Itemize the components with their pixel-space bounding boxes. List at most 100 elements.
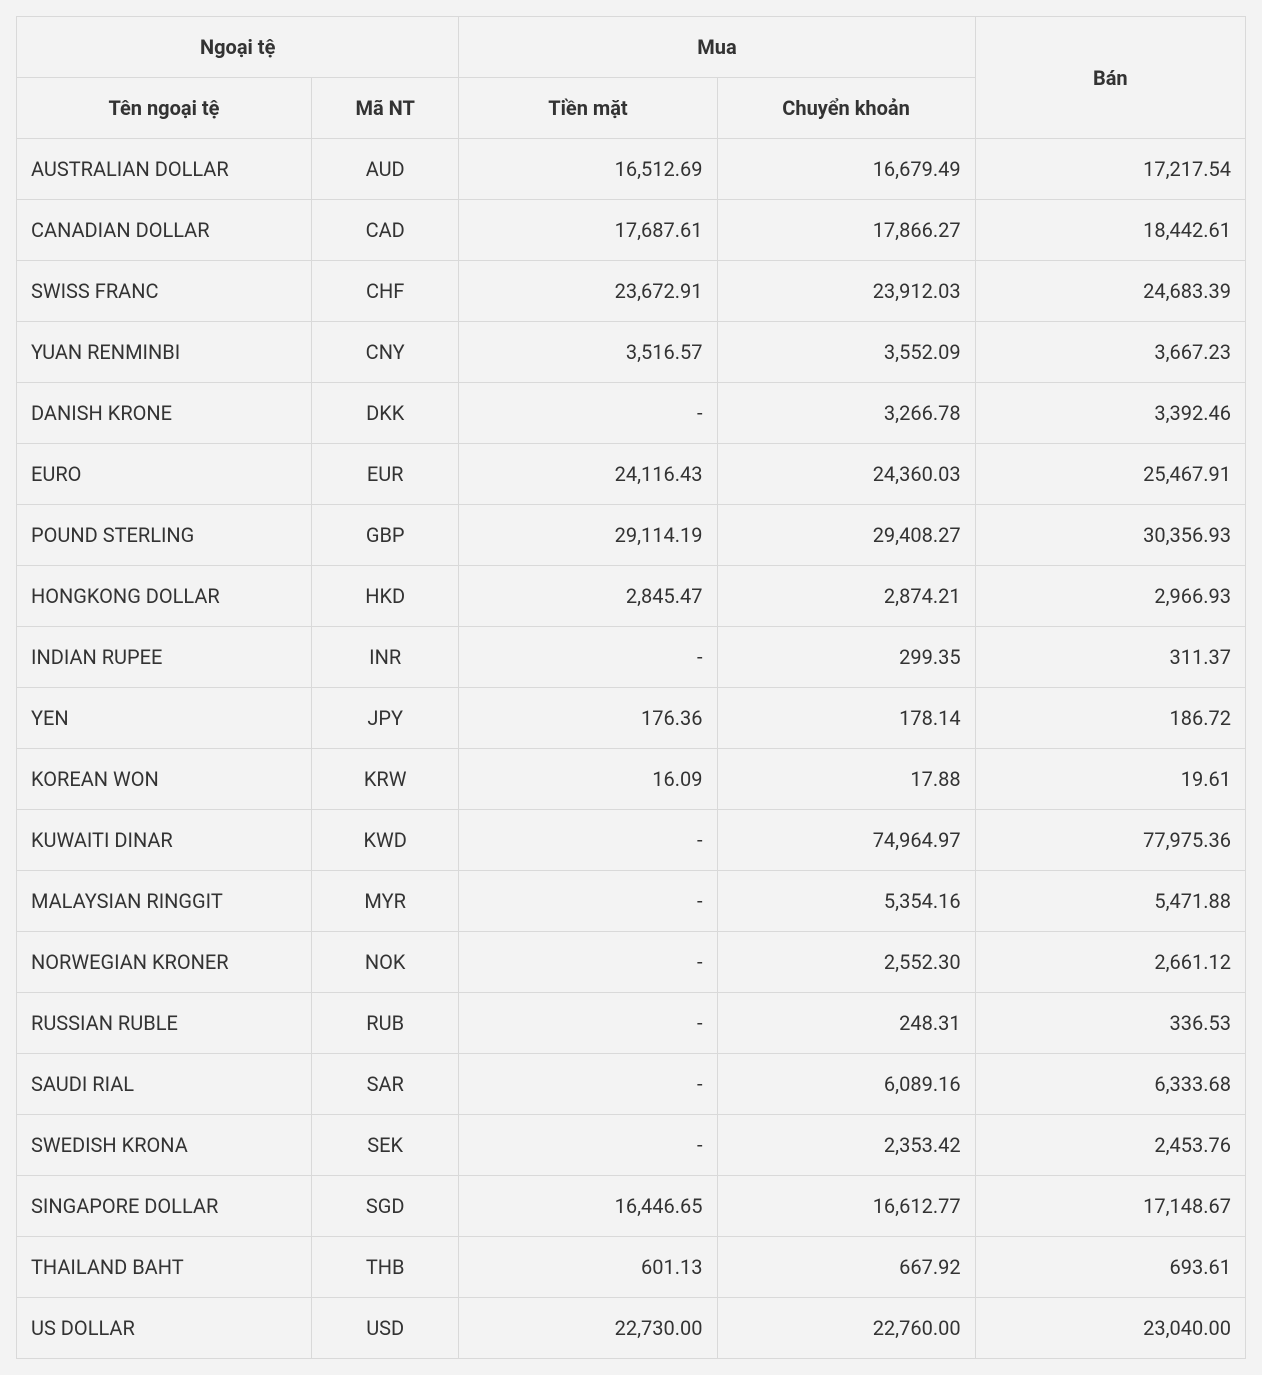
sell-rate: 2,966.93 — [975, 566, 1245, 627]
buy-transfer: 299.35 — [717, 627, 975, 688]
table-row: EUROEUR24,116.4324,360.0325,467.91 — [17, 444, 1246, 505]
sell-rate: 2,661.12 — [975, 932, 1245, 993]
currency-code: JPY — [311, 688, 458, 749]
currency-code: NOK — [311, 932, 458, 993]
currency-code: THB — [311, 1237, 458, 1298]
sell-rate: 3,392.46 — [975, 383, 1245, 444]
currency-name: SAUDI RIAL — [17, 1054, 312, 1115]
buy-transfer: 2,552.30 — [717, 932, 975, 993]
currency-code: CNY — [311, 322, 458, 383]
currency-code: USD — [311, 1298, 458, 1359]
currency-name: RUSSIAN RUBLE — [17, 993, 312, 1054]
currency-code: EUR — [311, 444, 458, 505]
currency-code: DKK — [311, 383, 458, 444]
table-body: AUSTRALIAN DOLLARAUD16,512.6916,679.4917… — [17, 139, 1246, 1359]
buy-cash: 601.13 — [459, 1237, 717, 1298]
buy-transfer: 2,353.42 — [717, 1115, 975, 1176]
currency-code: GBP — [311, 505, 458, 566]
currency-name: AUSTRALIAN DOLLAR — [17, 139, 312, 200]
sell-rate: 186.72 — [975, 688, 1245, 749]
exchange-rate-table-wrapper: Ngoại tệ Mua Bán Tên ngoại tệ Mã NT Tiền… — [16, 16, 1246, 1359]
buy-cash: 16,446.65 — [459, 1176, 717, 1237]
currency-name: MALAYSIAN RINGGIT — [17, 871, 312, 932]
sell-rate: 18,442.61 — [975, 200, 1245, 261]
currency-code: CAD — [311, 200, 458, 261]
currency-code: SEK — [311, 1115, 458, 1176]
buy-transfer: 667.92 — [717, 1237, 975, 1298]
buy-transfer: 17,866.27 — [717, 200, 975, 261]
currency-name: HONGKONG DOLLAR — [17, 566, 312, 627]
header-code: Mã NT — [311, 78, 458, 139]
buy-cash: 2,845.47 — [459, 566, 717, 627]
currency-code: MYR — [311, 871, 458, 932]
page-container: Ngoại tệ Mua Bán Tên ngoại tệ Mã NT Tiền… — [0, 0, 1262, 1375]
table-row: SAUDI RIALSAR-6,089.166,333.68 — [17, 1054, 1246, 1115]
table-row: CANADIAN DOLLARCAD17,687.6117,866.2718,4… — [17, 200, 1246, 261]
sell-rate: 30,356.93 — [975, 505, 1245, 566]
sell-rate: 77,975.36 — [975, 810, 1245, 871]
table-row: YUAN RENMINBICNY3,516.573,552.093,667.23 — [17, 322, 1246, 383]
sell-rate: 24,683.39 — [975, 261, 1245, 322]
buy-cash: 16.09 — [459, 749, 717, 810]
buy-cash: - — [459, 932, 717, 993]
table-row: KOREAN WONKRW16.0917.8819.61 — [17, 749, 1246, 810]
buy-cash: 3,516.57 — [459, 322, 717, 383]
buy-cash: 176.36 — [459, 688, 717, 749]
buy-transfer: 248.31 — [717, 993, 975, 1054]
currency-name: YUAN RENMINBI — [17, 322, 312, 383]
buy-cash: - — [459, 383, 717, 444]
buy-transfer: 6,089.16 — [717, 1054, 975, 1115]
header-transfer: Chuyển khoản — [717, 78, 975, 139]
header-currency-group: Ngoại tệ — [17, 17, 459, 78]
table-header-row-1: Ngoại tệ Mua Bán — [17, 17, 1246, 78]
table-row: HONGKONG DOLLARHKD2,845.472,874.212,966.… — [17, 566, 1246, 627]
table-row: SWEDISH KRONASEK-2,353.422,453.76 — [17, 1115, 1246, 1176]
currency-name: YEN — [17, 688, 312, 749]
table-row: AUSTRALIAN DOLLARAUD16,512.6916,679.4917… — [17, 139, 1246, 200]
currency-name: CANADIAN DOLLAR — [17, 200, 312, 261]
currency-code: INR — [311, 627, 458, 688]
buy-cash: - — [459, 871, 717, 932]
buy-transfer: 23,912.03 — [717, 261, 975, 322]
currency-code: SAR — [311, 1054, 458, 1115]
table-row: RUSSIAN RUBLERUB-248.31336.53 — [17, 993, 1246, 1054]
sell-rate: 17,148.67 — [975, 1176, 1245, 1237]
table-row: SINGAPORE DOLLARSGD16,446.6516,612.7717,… — [17, 1176, 1246, 1237]
buy-transfer: 17.88 — [717, 749, 975, 810]
currency-name: INDIAN RUPEE — [17, 627, 312, 688]
currency-name: KUWAITI DINAR — [17, 810, 312, 871]
table-row: US DOLLARUSD22,730.0022,760.0023,040.00 — [17, 1298, 1246, 1359]
currency-code: AUD — [311, 139, 458, 200]
currency-name: KOREAN WON — [17, 749, 312, 810]
table-row: MALAYSIAN RINGGITMYR-5,354.165,471.88 — [17, 871, 1246, 932]
currency-name: SWISS FRANC — [17, 261, 312, 322]
table-row: THAILAND BAHTTHB601.13667.92693.61 — [17, 1237, 1246, 1298]
table-row: YENJPY176.36178.14186.72 — [17, 688, 1246, 749]
table-row: SWISS FRANCCHF23,672.9123,912.0324,683.3… — [17, 261, 1246, 322]
header-buy-group: Mua — [459, 17, 975, 78]
currency-name: NORWEGIAN KRONER — [17, 932, 312, 993]
currency-name: US DOLLAR — [17, 1298, 312, 1359]
sell-rate: 6,333.68 — [975, 1054, 1245, 1115]
buy-cash: 16,512.69 — [459, 139, 717, 200]
buy-transfer: 16,679.49 — [717, 139, 975, 200]
table-row: NORWEGIAN KRONERNOK-2,552.302,661.12 — [17, 932, 1246, 993]
sell-rate: 3,667.23 — [975, 322, 1245, 383]
sell-rate: 17,217.54 — [975, 139, 1245, 200]
currency-code: KRW — [311, 749, 458, 810]
currency-name: POUND STERLING — [17, 505, 312, 566]
buy-transfer: 3,552.09 — [717, 322, 975, 383]
header-cash: Tiền mặt — [459, 78, 717, 139]
sell-rate: 311.37 — [975, 627, 1245, 688]
buy-transfer: 3,266.78 — [717, 383, 975, 444]
table-row: POUND STERLINGGBP29,114.1929,408.2730,35… — [17, 505, 1246, 566]
sell-rate: 23,040.00 — [975, 1298, 1245, 1359]
currency-name: EURO — [17, 444, 312, 505]
currency-code: HKD — [311, 566, 458, 627]
table-row: DANISH KRONEDKK-3,266.783,392.46 — [17, 383, 1246, 444]
buy-transfer: 2,874.21 — [717, 566, 975, 627]
currency-name: SWEDISH KRONA — [17, 1115, 312, 1176]
currency-code: RUB — [311, 993, 458, 1054]
sell-rate: 25,467.91 — [975, 444, 1245, 505]
buy-transfer: 22,760.00 — [717, 1298, 975, 1359]
